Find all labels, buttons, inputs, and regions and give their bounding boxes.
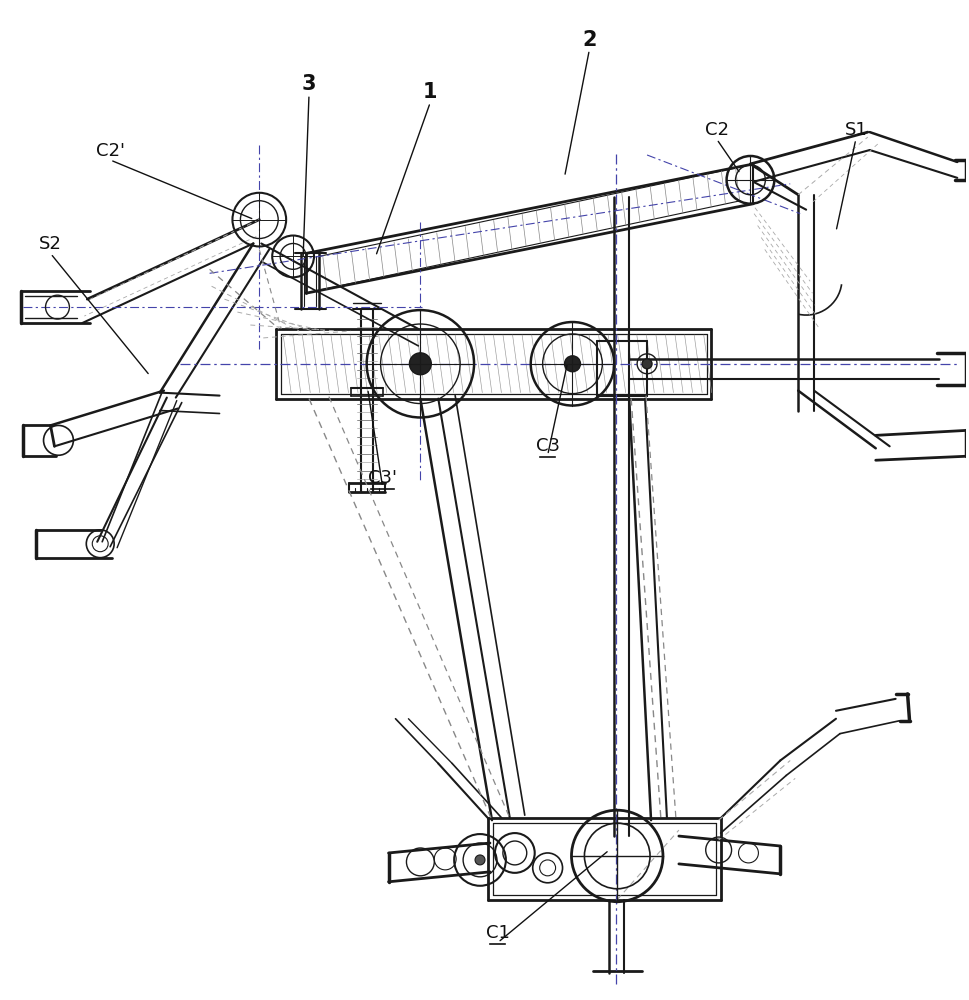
Text: 3: 3: [301, 74, 316, 94]
Text: S1: S1: [845, 121, 867, 139]
Text: S2: S2: [39, 235, 62, 253]
Text: C1: C1: [486, 924, 510, 942]
Text: C3: C3: [536, 437, 560, 455]
Circle shape: [642, 359, 652, 369]
Circle shape: [475, 855, 485, 865]
Text: C3': C3': [368, 469, 397, 487]
Text: 1: 1: [423, 82, 438, 102]
Circle shape: [410, 353, 431, 375]
Circle shape: [565, 356, 580, 372]
Text: C2': C2': [96, 142, 125, 160]
Text: C2: C2: [704, 121, 729, 139]
Text: 2: 2: [582, 30, 597, 50]
